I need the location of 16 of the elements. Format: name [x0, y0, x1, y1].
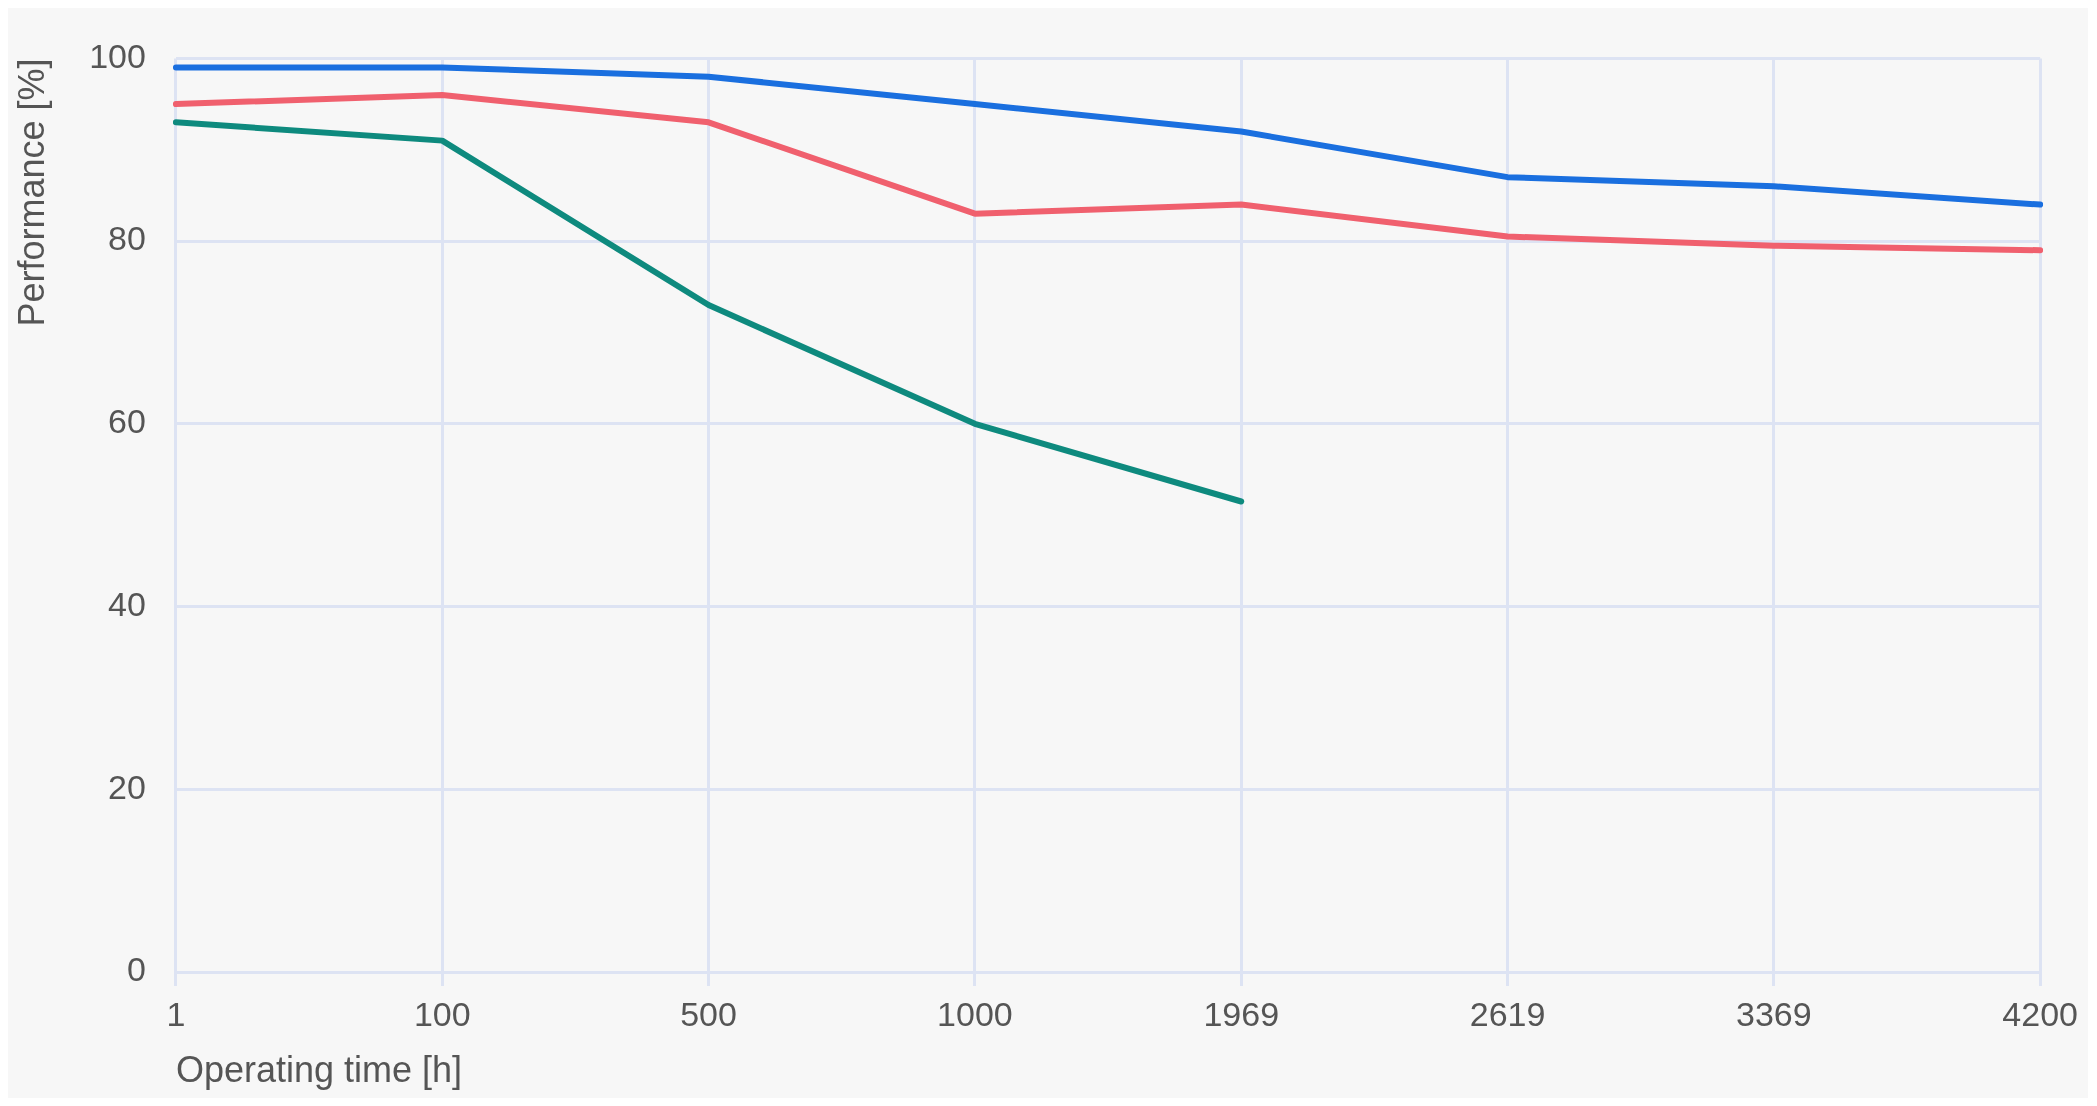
y-tick-label: 40	[108, 584, 146, 623]
x-tick-label: 3369	[1736, 994, 1812, 1033]
y-tick-label: 80	[108, 219, 146, 258]
x-tick-label: 1000	[937, 994, 1013, 1033]
x-tick-label: 1969	[1203, 994, 1280, 1033]
y-tick-label: 0	[127, 950, 146, 989]
y-tick-label: 20	[108, 767, 146, 806]
x-tick-label: 100	[413, 994, 471, 1033]
x-tick-label: 4200	[2002, 994, 2078, 1033]
x-tick-label: 2619	[1469, 994, 1546, 1033]
y-axis-title: Performance [%]	[10, 58, 52, 327]
x-tick-label: 500	[680, 994, 737, 1033]
y-tick-label: 60	[108, 402, 146, 441]
x-tick-label: 1	[166, 994, 186, 1033]
y-tick-label: 100	[89, 36, 146, 75]
x-axis-title: Operating time [h]	[175, 1049, 463, 1091]
